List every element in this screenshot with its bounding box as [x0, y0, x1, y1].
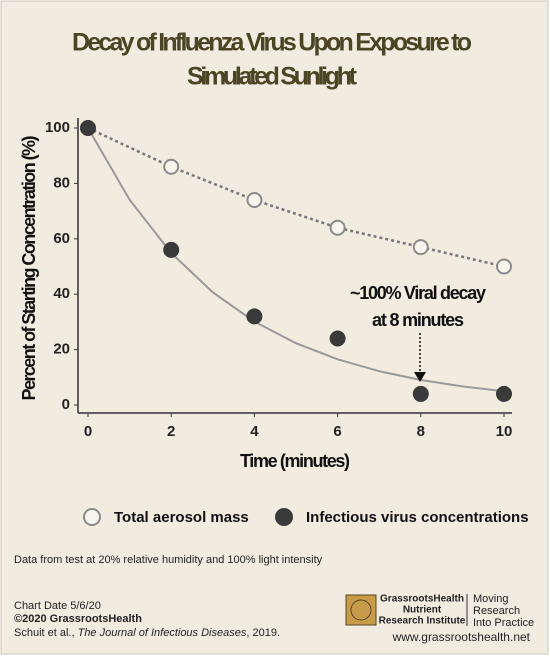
x-tick-label: 8 [417, 423, 425, 440]
legend-label: Infectious virus concentrations [306, 509, 529, 526]
point [246, 192, 263, 209]
y-axis-label: Percent of Starting Concentration (%) [19, 136, 39, 401]
point [412, 385, 429, 402]
note: Data from test at 20% relative humidity … [14, 554, 323, 566]
point [246, 308, 263, 325]
citation-authors: Schuit et al., [14, 627, 78, 639]
citation-journal: The Journal of Infectious Diseases [78, 627, 247, 639]
chart-title: Decay of Influenza Virus Upon Exposure t… [72, 29, 472, 57]
point [329, 219, 346, 236]
x-tick-label: 0 [84, 423, 92, 440]
point [496, 385, 512, 402]
citation-year: , 2019. [246, 627, 280, 639]
logo-tagline: Into Practice [473, 617, 534, 629]
y-tick-label: 100 [45, 119, 70, 136]
legend: Total aerosol mass Infectious virus conce… [83, 508, 529, 526]
annotation: ~100% Viral decay [350, 283, 486, 303]
y-tick-label: 80 [53, 174, 70, 191]
logo-icon [350, 599, 372, 621]
fit-curve [87, 127, 505, 393]
y-tick-label: 40 [53, 285, 70, 302]
website: www.grassrootshealth.net [392, 630, 531, 644]
x-tick-label: 2 [167, 423, 175, 440]
legend-marker [275, 508, 293, 526]
x-tick-label: 4 [250, 423, 259, 440]
legend-marker [83, 508, 101, 526]
arrow-head [414, 372, 426, 382]
copyright: ©2020 GrassrootsHealth [14, 613, 142, 625]
chart-title: Simulated Sunlight [187, 63, 358, 91]
y-tick-label: 0 [62, 396, 70, 413]
point [329, 330, 346, 347]
point [163, 241, 180, 258]
trend-line [87, 126, 505, 268]
x-tick-label: 10 [496, 423, 513, 440]
point [80, 120, 96, 136]
citation: Schuit et al., The Journal of Infectious… [14, 627, 280, 639]
y-tick-label: 20 [53, 341, 70, 358]
point [163, 158, 180, 175]
logo-text: Nutrient [403, 605, 442, 616]
logo-tagline: Moving [473, 593, 508, 605]
chart-date: Chart Date 5/6/20 [14, 600, 101, 612]
legend-label: Total aerosol mass [114, 509, 249, 526]
point [496, 258, 512, 275]
x-axis-label: Time (minutes) [240, 451, 350, 471]
x-tick-label: 6 [333, 423, 341, 440]
logo-text: Research Institute [379, 616, 466, 627]
logo-tagline: Research [473, 605, 520, 617]
point [412, 239, 429, 256]
logo-text: GrassrootsHealth [380, 594, 464, 605]
y-tick-label: 60 [53, 230, 70, 247]
annotation: at 8 minutes [372, 310, 464, 330]
